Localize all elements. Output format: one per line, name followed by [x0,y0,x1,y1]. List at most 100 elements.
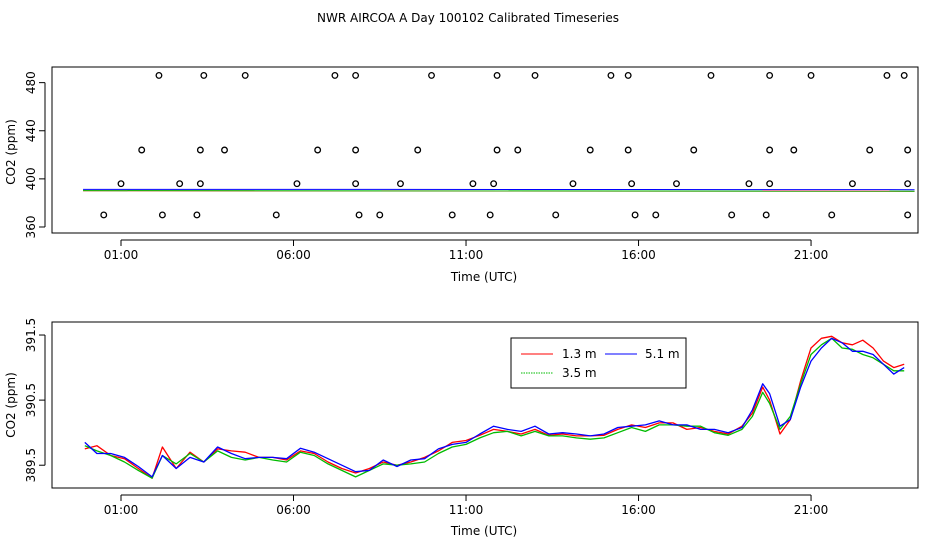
top-data-point [624,146,632,154]
bottom-line-series [84,335,905,479]
top-data-point [490,180,498,188]
top-data-point [414,146,422,154]
top-data-point [569,180,577,188]
bottom-x-tick-label: 11:00 [449,503,484,517]
top-y-tick-label: 480 [24,71,38,94]
top-data-point [628,180,636,188]
top-data-point [469,180,477,188]
top-data-point [493,71,501,79]
legend-box [510,337,687,389]
top-data-point [397,180,404,188]
top-x-axis-label: Time (UTC) [450,270,517,284]
bottom-y-tick-label: 389.5 [24,448,38,482]
top-data-point [790,146,798,154]
bottom-y-axis: 389.5 390.5 391.5 [24,318,46,482]
top-data-point [352,71,360,79]
legend-label-3-5m: 3.5 m [562,366,597,380]
top-data-point [221,146,228,154]
top-data-point [193,211,201,219]
top-data-point [176,180,184,188]
top-data-point [196,180,204,188]
top-data-point [531,71,539,79]
top-x-tick-label: 06:00 [276,248,311,262]
bottom-y-tick-label: 391.5 [24,318,38,352]
top-data-point [514,146,522,154]
bottom-plot-frame [51,321,919,489]
bottom-x-tick-label: 01:00 [104,503,139,517]
top-x-tick-label: 21:00 [794,248,829,262]
top-x-tick-label: 11:00 [449,248,484,262]
top-y-tick-label: 440 [24,119,38,142]
top-data-point [904,211,912,219]
top-scatter-panel: 01:00 06:00 11:00 16:00 21:00 360 400 440 480 T… [4,66,919,284]
top-data-point [631,211,639,219]
top-x-tick-label: 01:00 [104,248,139,262]
top-y-axis-label: CO2 (ppm) [4,119,18,185]
top-data-point [352,146,360,154]
series-line-5-1-m [84,337,905,478]
series-line-3-5-m [84,337,905,479]
top-data-point [428,71,435,79]
top-data-point [673,180,680,188]
top-data-point [624,71,632,79]
top-data-point [314,146,322,154]
top-data-point [766,146,774,154]
top-data-point [766,71,774,79]
top-data-point [331,71,339,79]
top-data-point [762,211,770,219]
top-data-point [158,211,166,219]
bottom-x-axis: 01:00 06:00 11:00 16:00 21:00 [104,494,829,517]
top-plot-frame [51,66,919,234]
bottom-x-tick-label: 21:00 [794,503,829,517]
top-data-point [586,146,594,154]
top-data-point [807,71,815,79]
top-data-point [376,211,384,219]
top-data-point [200,71,208,79]
top-data-point [728,211,736,219]
legend-label-1-3m: 1.3 m [562,347,597,361]
top-data-point [241,71,249,79]
bottom-x-axis-label: Time (UTC) [450,524,517,538]
bottom-y-axis-label: CO2 (ppm) [4,372,18,438]
top-data-point [552,211,560,219]
top-baseline-series [83,188,915,192]
legend: 1.3 m 3.5 m 5.1 m [510,337,687,389]
top-data-point [652,211,660,219]
top-data-point [138,146,146,154]
top-baseline-3-5-m [83,190,915,192]
top-data-point [883,71,891,79]
top-x-axis: 01:00 06:00 11:00 16:00 21:00 [104,239,829,262]
top-data-point [486,211,494,219]
top-data-point [828,211,836,219]
top-data-point [766,180,774,188]
bottom-x-tick-label: 06:00 [276,503,311,517]
top-data-point [155,71,163,79]
top-y-axis: 360 400 440 480 [24,71,46,239]
top-data-point [607,71,615,79]
top-y-tick-label: 360 [24,216,38,239]
top-data-point [904,180,912,188]
top-data-point [866,146,874,154]
chart-title: NWR AIRCOA A Day 100102 Calibrated Times… [317,11,619,25]
top-data-point [352,180,360,188]
top-data-point [293,180,301,188]
top-scatter-points [100,71,912,219]
top-data-point [690,146,698,154]
top-data-point [448,211,456,219]
top-data-point [904,146,912,154]
top-y-tick-label: 400 [24,167,38,190]
top-data-point [355,211,363,219]
top-data-point [707,71,715,79]
top-data-point [196,146,204,154]
top-data-point [745,180,753,188]
bottom-x-tick-label: 16:00 [621,503,656,517]
top-x-tick-label: 16:00 [621,248,656,262]
top-data-point [100,211,108,219]
top-data-point [117,180,125,188]
top-data-point [493,146,501,154]
top-data-point [900,71,908,79]
bottom-line-panel: 01:00 06:00 11:00 16:00 21:00 389.5 390.5 391.… [4,318,919,538]
top-data-point [848,180,856,188]
bottom-y-tick-label: 390.5 [24,383,38,417]
